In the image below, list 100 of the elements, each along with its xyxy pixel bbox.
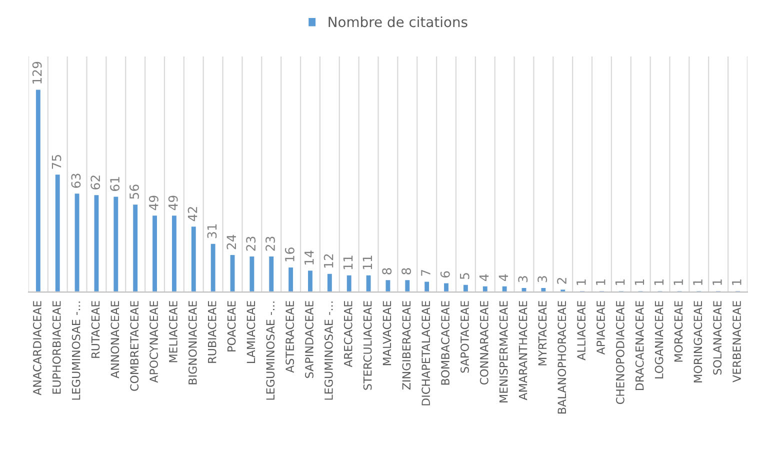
data-label: 1 bbox=[732, 279, 742, 285]
bar bbox=[268, 255, 275, 292]
bar bbox=[151, 214, 158, 292]
x-tick-label: BALANOPHORACEAE bbox=[558, 301, 566, 414]
data-label: 1 bbox=[654, 279, 664, 285]
x-tick-label: APOCYNACEAE bbox=[150, 301, 158, 383]
bar bbox=[442, 282, 450, 292]
data-label: 63 bbox=[71, 174, 81, 188]
bar bbox=[248, 255, 256, 292]
data-label: 6 bbox=[440, 271, 450, 278]
bar bbox=[34, 88, 42, 292]
data-label: 11 bbox=[343, 256, 353, 270]
x-tick-label: MENISPERMACEAE bbox=[499, 301, 508, 402]
bar bbox=[462, 283, 470, 292]
bar bbox=[345, 274, 353, 292]
data-label: 3 bbox=[518, 276, 528, 282]
bar bbox=[54, 173, 62, 292]
data-label: 1 bbox=[576, 279, 586, 285]
bar bbox=[190, 225, 198, 292]
x-tick-label: LEGUMINOSAE -… bbox=[266, 302, 275, 400]
data-label: 3 bbox=[538, 276, 548, 282]
x-tick-label: DRACAENACEAE bbox=[635, 301, 644, 390]
data-label: 8 bbox=[382, 268, 392, 274]
bar bbox=[423, 280, 430, 292]
bar bbox=[92, 194, 100, 292]
data-label: 12 bbox=[324, 254, 334, 268]
data-label: 1 bbox=[634, 279, 644, 285]
data-label: 56 bbox=[130, 184, 139, 199]
x-tick-label: SOLANACEAE bbox=[713, 301, 722, 375]
data-label: 1 bbox=[596, 279, 606, 285]
x-tick-label: BOMBACACEAE bbox=[441, 301, 450, 385]
data-label: 31 bbox=[207, 224, 217, 238]
x-tick-label: CONNARACEAE bbox=[480, 301, 488, 385]
x-tick-label: ZINGIBERACEAE bbox=[402, 301, 411, 390]
x-tick-label: ANNONACEAE bbox=[110, 301, 120, 378]
bar bbox=[170, 214, 178, 292]
data-label: 61 bbox=[110, 177, 120, 191]
bar bbox=[112, 195, 120, 292]
bar bbox=[500, 285, 508, 292]
data-label: 14 bbox=[304, 250, 314, 264]
data-label: 4 bbox=[498, 274, 508, 281]
x-tick-label: LEGUMINOSAE -… bbox=[324, 302, 333, 400]
x-tick-label: LAMIACEAE bbox=[246, 301, 256, 363]
bar bbox=[73, 192, 81, 292]
x-tick-label: SAPOTACEAE bbox=[460, 301, 469, 373]
x-tick-label: ARECACEAE bbox=[344, 301, 352, 368]
x-tick-label: MORACEAE bbox=[674, 301, 683, 362]
bar bbox=[306, 269, 314, 292]
x-tick-label: MYRTACEAE bbox=[538, 301, 547, 366]
x-tick-label: RUTACEAE bbox=[91, 301, 100, 358]
bar bbox=[559, 288, 566, 292]
bar bbox=[364, 274, 372, 292]
data-label: 4 bbox=[479, 274, 489, 281]
x-tick-label: RUBIACEAE bbox=[208, 301, 216, 363]
x-tick-label: EUPHORBIACEAE bbox=[52, 301, 61, 394]
x-tick-label: MORINGACEAE bbox=[694, 301, 702, 382]
data-label: 23 bbox=[266, 236, 275, 251]
bar bbox=[520, 286, 528, 292]
x-tick-label: LEGUMINOSAE -… bbox=[72, 302, 80, 400]
x-tick-label: CHENOPODIACEAE bbox=[616, 301, 624, 404]
x-tick-label: STERCULIACEAE bbox=[363, 301, 372, 390]
bar bbox=[209, 242, 217, 292]
data-label: 1 bbox=[615, 279, 625, 285]
x-tick-label: AMARANTHACEAE bbox=[518, 301, 528, 400]
data-label: 1 bbox=[712, 279, 722, 285]
data-label: 49 bbox=[168, 196, 178, 210]
x-tick-label: ASTERACEAE bbox=[286, 301, 294, 373]
data-label: 7 bbox=[421, 270, 430, 276]
data-label: 49 bbox=[148, 196, 158, 210]
bar bbox=[482, 285, 489, 292]
data-label: 24 bbox=[226, 234, 236, 250]
data-label: 11 bbox=[362, 256, 372, 270]
bar bbox=[132, 203, 139, 292]
x-tick-label: BIGNONIACEAE bbox=[188, 301, 197, 384]
bar bbox=[384, 278, 392, 292]
data-label: 62 bbox=[90, 176, 100, 190]
x-tick-label: SAPINDACEAE bbox=[305, 301, 314, 378]
x-tick-label: LOGANIACEAE bbox=[654, 301, 664, 378]
x-tick-label: VERBENACEAE bbox=[732, 301, 741, 382]
data-label: 2 bbox=[557, 278, 566, 284]
x-tick-label: DICHAPETALACEAE bbox=[422, 301, 430, 406]
x-tick-label: ALLIACEAE bbox=[577, 301, 586, 360]
data-label: 1 bbox=[674, 279, 683, 285]
bar bbox=[287, 266, 294, 292]
bar bbox=[326, 272, 334, 292]
bar bbox=[404, 278, 412, 292]
data-label: 42 bbox=[188, 207, 198, 222]
x-tick-label: ANACARDIACEAE bbox=[32, 301, 42, 396]
x-tick-label: APIACEAE bbox=[596, 301, 605, 355]
data-label: 1 bbox=[693, 279, 702, 285]
x-tick-label: POACEAE bbox=[227, 301, 236, 352]
data-label: 75 bbox=[52, 155, 62, 169]
data-label: 16 bbox=[284, 248, 294, 262]
data-label: 129 bbox=[32, 62, 42, 84]
data-label: 5 bbox=[460, 273, 470, 280]
legend-label: Nombre de citations bbox=[328, 16, 468, 28]
x-tick-label: MELIACEAE bbox=[169, 301, 178, 362]
bar bbox=[228, 254, 236, 292]
data-label: 8 bbox=[402, 268, 412, 274]
x-tick-label: COMBRETACEAE bbox=[130, 301, 139, 391]
